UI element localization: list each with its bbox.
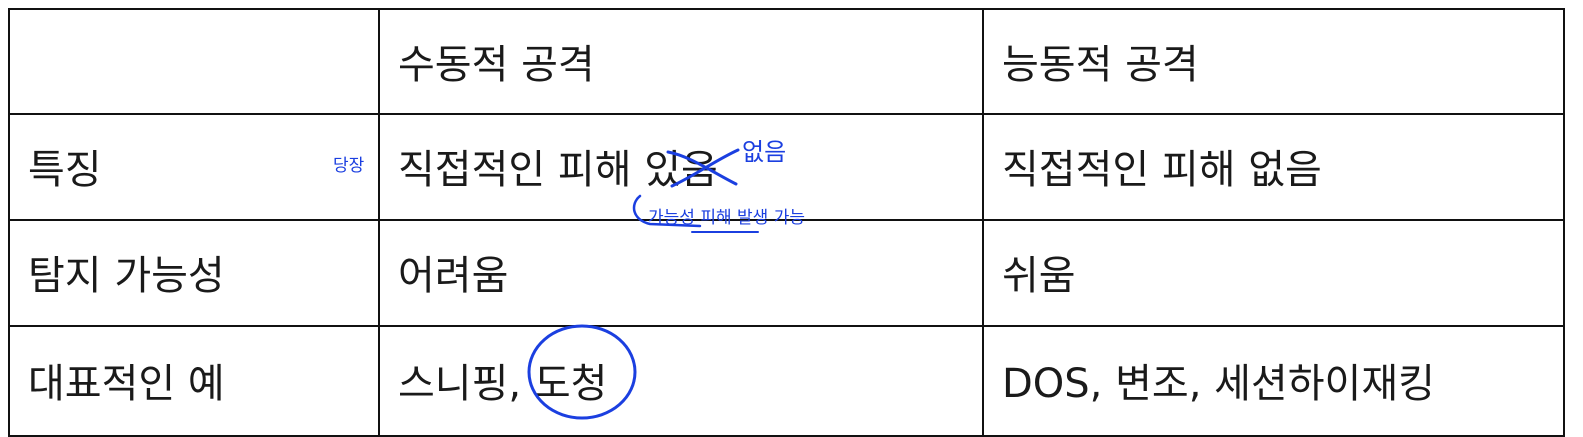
row-label-examples: 대표적인 예 — [8, 325, 380, 437]
header-passive-attack: 수동적 공격 — [378, 8, 984, 115]
cell-passive-detectability: 어려움 — [378, 219, 984, 327]
cell-passive-features: 직접적인 피해 있음 — [378, 113, 984, 221]
row-label-features: 특징 — [8, 113, 380, 221]
handwritten-note-below: 가능성 피해 발생 가능 — [648, 208, 805, 228]
cell-active-detectability: 쉬움 — [982, 219, 1565, 327]
cell-active-features: 직접적인 피해 없음 — [982, 113, 1565, 221]
comparison-table: 수동적 공격 능동적 공격 특징 직접적인 피해 있음 직접적인 피해 없음 탐… — [8, 8, 1565, 437]
header-empty-cell — [8, 8, 380, 115]
handwritten-correction: 없음 — [742, 138, 787, 166]
header-row: 수동적 공격 능동적 공격 — [8, 8, 1565, 115]
cell-passive-examples: 스니핑, 도청 — [378, 325, 984, 437]
table-row-detectability: 탐지 가능성 어려움 쉬움 — [8, 219, 1565, 327]
row-label-detectability: 탐지 가능성 — [8, 219, 380, 327]
handwritten-note-left: 당장 — [333, 156, 365, 176]
header-active-attack: 능동적 공격 — [982, 8, 1565, 115]
table-row-features: 특징 직접적인 피해 있음 직접적인 피해 없음 — [8, 113, 1565, 221]
table-row-examples: 대표적인 예 스니핑, 도청 DOS, 변조, 세션하이재킹 — [8, 325, 1565, 437]
cell-active-examples: DOS, 변조, 세션하이재킹 — [982, 325, 1565, 437]
